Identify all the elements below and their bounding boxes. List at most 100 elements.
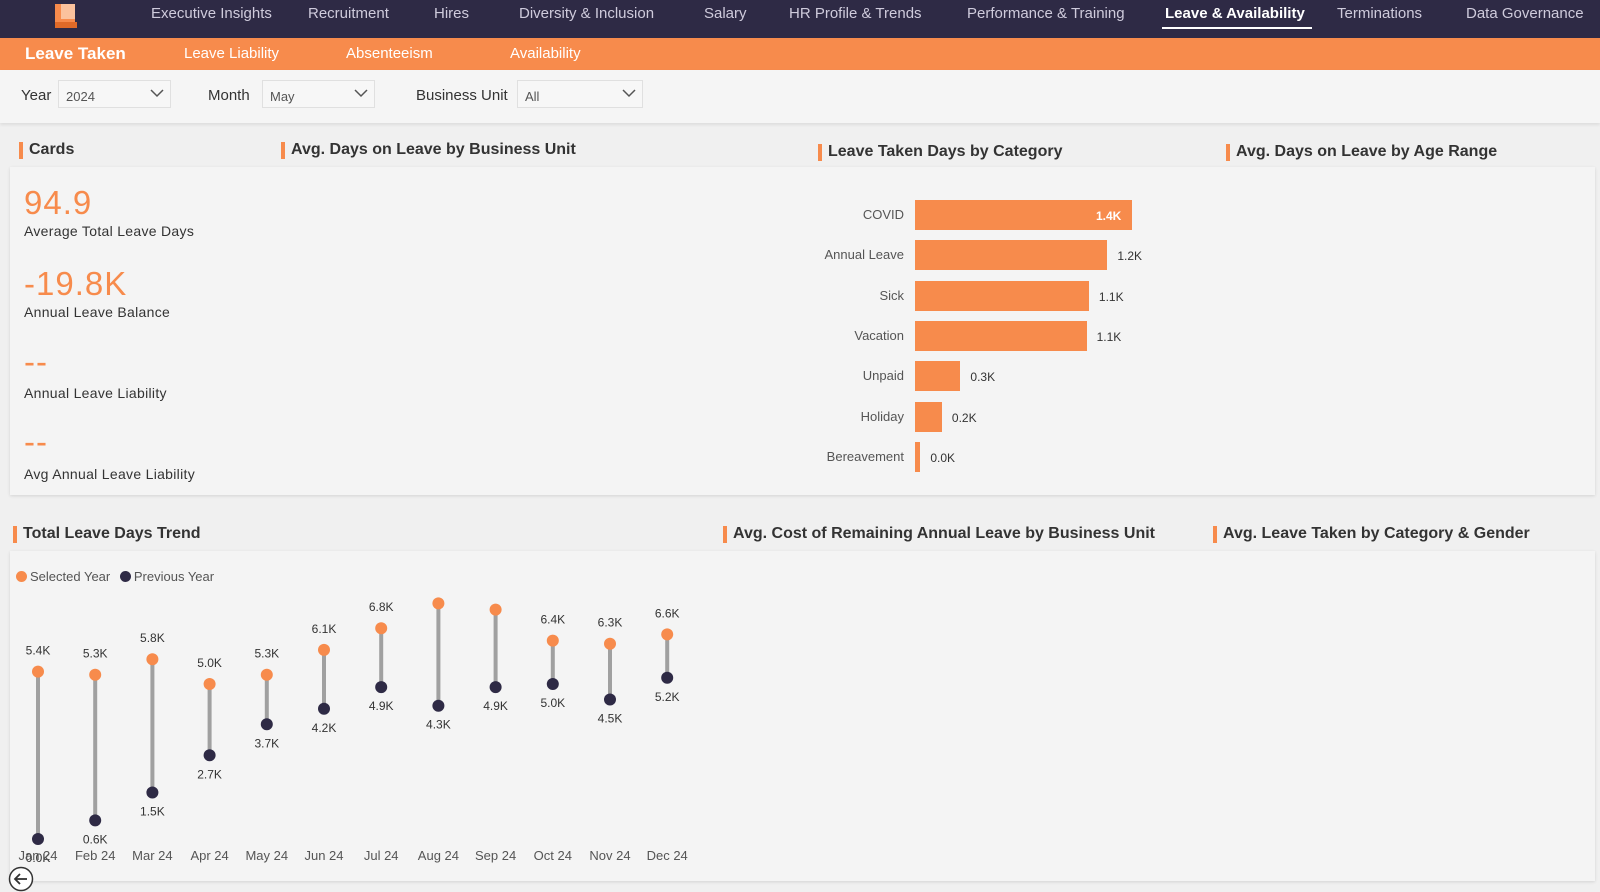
previous-year-point[interactable] [604,693,616,706]
subnav-leave-liability[interactable]: Leave Liability [184,45,280,62]
category-bar[interactable] [915,401,942,432]
previous-year-point[interactable] [375,681,388,694]
category-bar[interactable] [915,320,1087,351]
previous-year-value-label: 4.9K [369,699,394,713]
category-bar[interactable] [915,361,961,392]
nav-hr-profile-trends[interactable]: HR Profile & Trends [789,5,922,22]
card-label-avg-total-leave-days: Average Total Leave Days [24,223,195,239]
selected-year-point[interactable] [146,653,159,666]
previous-year-value-label: 2.7K [197,767,222,781]
month-filter-dropdown[interactable]: May [262,80,375,108]
selected-year-value-label: 5.4K [26,644,51,658]
nav-hires[interactable]: Hires [434,5,470,22]
subnav-availability[interactable]: Availability [510,45,581,62]
nav-terminations[interactable]: Terminations [1337,5,1423,22]
trend-section-title: Total Leave Days Trend [13,525,201,543]
previous-year-point[interactable] [489,681,502,694]
business-unit-filter-dropdown[interactable]: All [517,80,643,108]
card-label-annual-leave-liability: Annual Leave Liability [24,385,167,401]
selected-year-value-label: 6.6K [655,606,680,620]
bar-value-label: 0.0K [930,450,956,465]
nav-data-governance[interactable]: Data Governance [1466,5,1584,22]
previous-year-point[interactable] [146,786,159,799]
top-navigation: Executive Insights Recruitment Hires Div… [0,0,1600,38]
card-label-annual-leave-balance: Annual Leave Balance [24,304,171,320]
nav-salary[interactable]: Salary [704,5,747,22]
x-axis-tick-label: Dec 24 [647,848,688,863]
selected-year-point[interactable] [203,678,216,690]
category-bar[interactable] [915,200,1132,230]
selected-year-point[interactable] [89,668,102,681]
nav-executive-insights[interactable]: Executive Insights [151,5,272,22]
selected-year-value-label: 6.3K [598,616,623,630]
previous-year-point[interactable] [318,702,330,715]
nav-performance-training[interactable]: Performance & Training [967,5,1125,22]
cost-remaining-section-title: Avg. Cost of Remaining Annual Leave by B… [723,525,1155,543]
top-visuals-panel [10,167,1595,495]
card-value-annual-leave-balance: -19.8K [24,265,128,302]
bar-category-label: Bereavement [826,448,904,464]
selected-year-value-label: 5.8K [140,631,165,645]
category-gender-section-title: Avg. Leave Taken by Category & Gender [1213,525,1530,543]
previous-year-point[interactable] [32,833,44,845]
selected-year-point[interactable] [432,597,445,610]
category-bar[interactable] [915,280,1089,311]
selected-year-value-label: 6.1K [312,622,337,636]
nav-recruitment[interactable]: Recruitment [308,5,389,22]
selected-year-point[interactable] [375,622,388,635]
selected-year-point[interactable] [318,643,330,656]
selected-year-point[interactable] [32,665,44,678]
selected-year-value-label: 5.3K [83,647,108,661]
previous-year-value-label: 5.0K [540,696,565,710]
chevron-down-icon [150,89,164,98]
bar-category-label: Annual Leave [824,247,904,263]
bar-value-label: 0.3K [970,370,996,385]
category-section-title: Leave Taken Days by Category [818,143,1062,161]
card-value-annual-leave-liability: -- [24,343,48,380]
chevron-down-icon [354,89,368,98]
previous-year-point[interactable] [260,718,273,731]
category-bar[interactable] [915,441,921,472]
subnav-leave-taken[interactable]: Leave Taken [25,44,126,63]
x-axis-tick-label: Jun 24 [304,848,343,863]
year-filter-dropdown[interactable]: 2024 [58,80,171,108]
x-axis-tick-label: Jan 24 [18,848,57,863]
x-axis-tick-label: Apr 24 [190,848,228,863]
bar-category-label: COVID [862,207,904,222]
bottom-visuals-panel [10,551,1595,881]
sub-navigation: Leave Taken Leave Liability Absenteeism … [0,38,1600,70]
card-value-avg-total-leave-days: 94.9 [24,184,93,221]
back-arrow-icon[interactable] [8,866,34,892]
business-unit-filter-label: Business Unit [416,87,508,104]
legend-previous-year: Previous Year [133,569,215,584]
bar-value-label: 1.1K [1096,329,1122,344]
selected-year-point[interactable] [661,628,674,641]
selected-year-point[interactable] [604,637,616,650]
previous-year-point[interactable] [432,699,445,712]
category-bar[interactable] [915,240,1108,271]
selected-year-point[interactable] [260,668,273,681]
x-axis-tick-label: Feb 24 [75,848,115,863]
subnav-absenteeism[interactable]: Absenteeism [346,45,433,62]
nav-leave-availability[interactable]: Leave & Availability [1165,5,1305,22]
business-unit-section-title: Avg. Days on Leave by Business Unit [281,141,576,159]
previous-year-point[interactable] [661,671,674,684]
previous-year-value-label: 0.0K [26,851,51,865]
previous-year-value-label: 0.6K [83,832,108,846]
previous-year-value-label: 4.3K [426,718,451,732]
year-filter-value: 2024 [66,89,95,104]
previous-year-point[interactable] [89,814,102,827]
selected-year-point[interactable] [489,603,502,616]
selected-year-value-label: 6.4K [540,613,565,627]
selected-year-value-label: 5.3K [254,647,279,661]
filter-bar: Year 2024 Month May Business Unit All [0,70,1600,123]
previous-year-point[interactable] [203,749,216,762]
month-filter-label: Month [208,87,250,104]
selected-year-point[interactable] [546,634,559,647]
previous-year-value-label: 4.5K [598,712,623,726]
previous-year-value-label: 4.2K [312,721,337,735]
app-logo-icon[interactable] [53,2,79,30]
nav-diversity-inclusion[interactable]: Diversity & Inclusion [519,5,655,22]
previous-year-point[interactable] [546,678,559,690]
